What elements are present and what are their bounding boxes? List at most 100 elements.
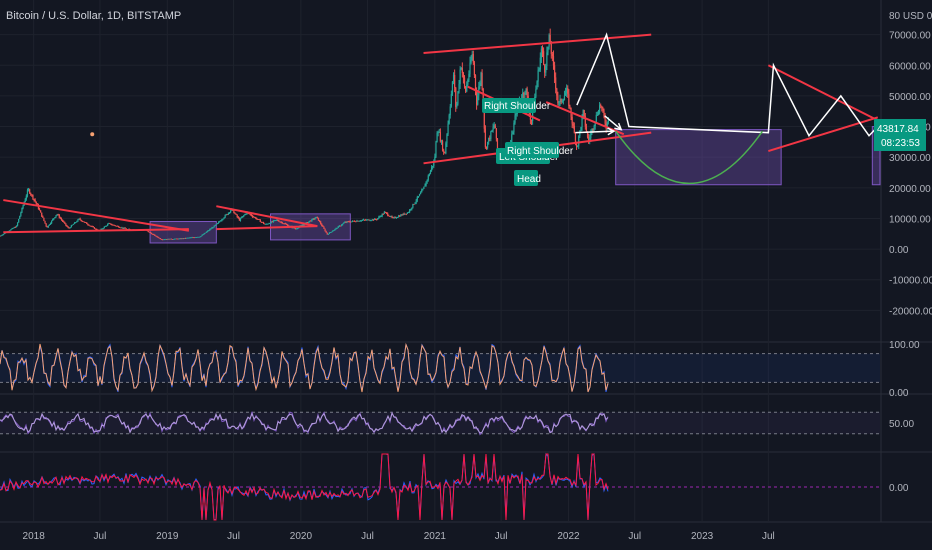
time-axis[interactable]: 2018 Jul 2019 Jul 2020 Jul 2021 Jul 2022 Jul 2023 J… xyxy=(23,531,775,542)
trendline xyxy=(423,33,652,55)
candle-body xyxy=(239,218,242,221)
candle-body xyxy=(321,223,323,226)
candle-body xyxy=(305,222,307,224)
time-tick-label: 2023 xyxy=(691,531,714,542)
time-tick-label: 2022 xyxy=(557,531,580,542)
candle-body xyxy=(10,229,12,231)
candle-body xyxy=(567,88,569,94)
projection-arrow xyxy=(604,115,622,131)
candle-body xyxy=(217,221,220,224)
candle-body xyxy=(233,209,235,214)
candle-body xyxy=(387,213,389,216)
candle-body xyxy=(440,141,443,142)
candle-body xyxy=(236,214,238,217)
candle-body xyxy=(398,215,400,218)
macd-pane-main-line xyxy=(0,453,609,521)
time-tick-label: Jul xyxy=(762,531,775,542)
candle-body xyxy=(537,70,539,82)
candle-body xyxy=(267,223,269,225)
candle-body xyxy=(158,237,160,239)
candle-body xyxy=(75,222,77,223)
indicator-band xyxy=(0,412,880,434)
candle-body xyxy=(354,221,356,222)
pattern-label-head: Head xyxy=(514,170,541,186)
candle-body xyxy=(355,221,357,223)
candle-body xyxy=(153,234,155,235)
candle-body xyxy=(71,224,74,226)
candle-body xyxy=(220,220,222,222)
projection-paths xyxy=(90,32,879,184)
price-tick-label: -20000.00 xyxy=(889,306,932,317)
candle-body xyxy=(191,237,193,239)
candle-body xyxy=(547,46,549,53)
candle-body xyxy=(460,68,462,70)
candle-body xyxy=(558,101,560,104)
candle-body xyxy=(294,228,297,230)
candle-body xyxy=(586,132,589,137)
candle-body xyxy=(292,227,294,229)
candle-body xyxy=(549,35,551,45)
candle-body xyxy=(54,217,56,219)
candle-body xyxy=(342,223,344,225)
candle-body xyxy=(483,108,485,129)
candle-body xyxy=(109,223,111,225)
indicator-band xyxy=(0,353,880,383)
candle-body xyxy=(208,230,210,232)
candle-body xyxy=(38,208,41,211)
candle-body xyxy=(339,225,342,227)
candle-body xyxy=(332,230,334,232)
grid xyxy=(0,0,932,523)
candle-body xyxy=(123,227,125,229)
candle-body xyxy=(297,228,299,229)
candle-body xyxy=(206,230,209,232)
time-tick-label: 2020 xyxy=(290,531,313,542)
candle-body xyxy=(452,74,455,82)
candle-body xyxy=(201,234,203,236)
candle-body xyxy=(450,93,452,107)
price-tick-label: 30000.00 xyxy=(889,153,931,164)
candle-body xyxy=(412,204,414,208)
candle-body xyxy=(438,132,440,133)
candle-body xyxy=(593,126,595,130)
candle-body xyxy=(542,51,545,65)
candle-body xyxy=(346,221,348,223)
candle-body xyxy=(366,219,368,221)
candle-body xyxy=(349,221,351,223)
candle-body xyxy=(242,216,244,218)
candle-body xyxy=(286,224,288,225)
candle-body xyxy=(276,219,278,221)
candle-body xyxy=(183,238,186,239)
candle-body xyxy=(404,213,406,215)
candle-body xyxy=(176,238,178,240)
candle-body xyxy=(541,48,544,52)
candle-body xyxy=(337,226,339,229)
candle-body xyxy=(322,225,324,227)
candle-body xyxy=(180,238,182,240)
candle-body xyxy=(175,238,177,240)
candle-body xyxy=(580,127,582,131)
candle-body xyxy=(391,216,393,218)
candle-body xyxy=(215,224,217,226)
candle-body xyxy=(222,218,224,220)
candle-body xyxy=(471,54,473,61)
candle-body xyxy=(511,134,513,143)
candle-body xyxy=(160,239,163,240)
candle-body xyxy=(513,122,515,133)
candle-body xyxy=(197,236,199,238)
candle-body xyxy=(271,221,273,223)
candle-body xyxy=(405,213,407,215)
time-tick-label: 2019 xyxy=(156,531,179,542)
candle-body xyxy=(18,218,20,223)
candle-body xyxy=(413,204,415,205)
candle-body xyxy=(226,214,228,216)
candle-body xyxy=(105,225,108,227)
time-tick-label: 2021 xyxy=(424,531,447,542)
candle-body xyxy=(155,235,157,237)
candle-body xyxy=(588,136,590,141)
candle-body xyxy=(245,213,247,215)
candle-body xyxy=(198,236,200,238)
candle-body xyxy=(254,217,256,218)
candle-body xyxy=(421,190,423,193)
candle-body xyxy=(591,129,593,134)
